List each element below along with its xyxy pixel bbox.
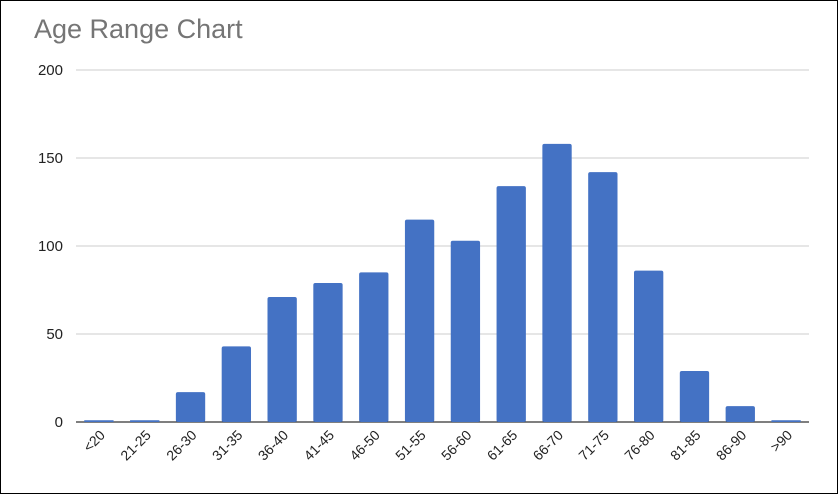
bar <box>221 346 252 422</box>
y-tick-label: 150 <box>38 150 63 167</box>
bar <box>130 420 160 422</box>
bar <box>404 219 435 422</box>
x-tick-label: 56-60 <box>438 427 475 464</box>
bar <box>84 420 114 422</box>
x-tick-label: 66-70 <box>530 427 567 464</box>
bar <box>313 282 343 422</box>
x-axis-ticks: <20 21-25 26-30 31-35 36-40 41-45 46-50 51-55 56… <box>80 427 795 464</box>
bar <box>771 420 801 422</box>
bar <box>542 143 572 423</box>
y-tick-label: 50 <box>46 326 63 343</box>
x-tick-label: 51-55 <box>392 427 429 464</box>
x-tick-label: 26-30 <box>163 427 200 464</box>
x-tick-label: 36-40 <box>255 427 292 464</box>
bar <box>450 240 481 422</box>
bar <box>725 406 755 422</box>
x-tick-label: 81-85 <box>667 427 704 464</box>
y-axis-ticks: 0 50 100 150 200 <box>38 62 63 431</box>
x-tick-label: <20 <box>80 427 108 455</box>
x-tick-label: 41-45 <box>300 427 337 464</box>
bar <box>175 392 206 422</box>
bar <box>633 270 664 422</box>
bar <box>588 172 618 422</box>
y-tick-label: 200 <box>38 62 63 79</box>
x-tick-label: 86-90 <box>713 427 750 464</box>
x-tick-label: 76-80 <box>621 427 658 464</box>
x-tick-label: 31-35 <box>209 427 246 464</box>
y-tick-label: 0 <box>55 414 63 431</box>
gridlines <box>76 69 809 423</box>
bars <box>84 143 801 423</box>
y-tick-label: 100 <box>38 238 63 255</box>
x-tick-label: 46-50 <box>346 427 383 464</box>
chart-title: Age Range Chart <box>34 14 243 44</box>
bar <box>679 370 710 422</box>
bar <box>496 186 526 422</box>
bar <box>359 272 389 422</box>
x-tick-label: 21-25 <box>117 427 154 464</box>
x-tick-label: 61-65 <box>484 427 521 464</box>
x-tick-label: 71-75 <box>575 427 612 464</box>
x-tick-label: >90 <box>767 427 795 455</box>
bar <box>267 297 297 422</box>
